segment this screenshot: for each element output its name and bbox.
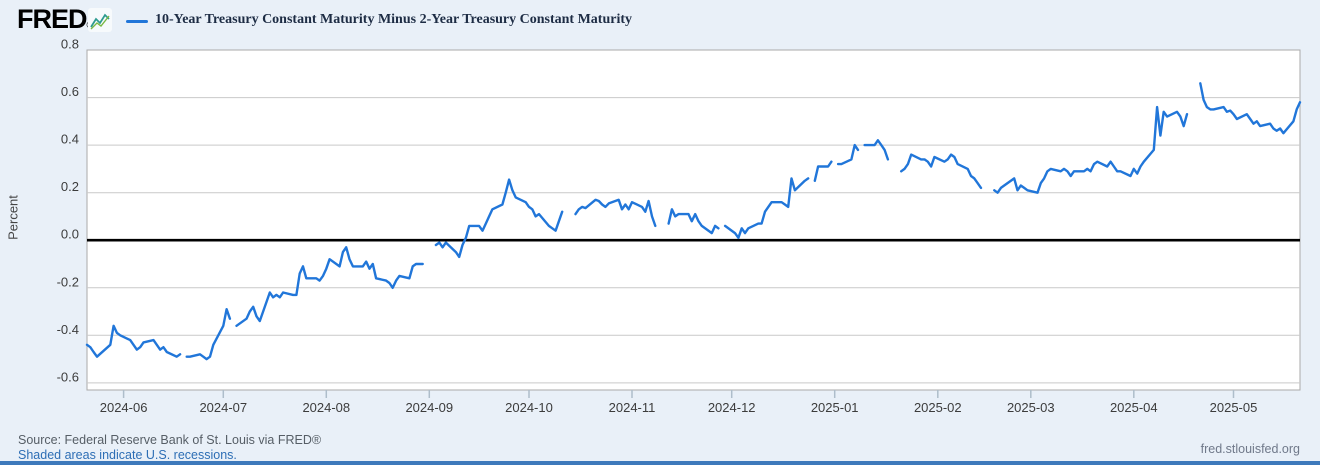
y-axis-labels: 0.8 0.6 0.4 0.2 0.0 -0.2 -0.4 -0.6 xyxy=(57,37,79,385)
fred-logo[interactable]: FRED® xyxy=(17,4,93,35)
svg-text:0.4: 0.4 xyxy=(61,132,79,147)
svg-text:2024-11: 2024-11 xyxy=(609,400,656,415)
fred-sparkline-icon xyxy=(88,8,112,32)
svg-text:2024-08: 2024-08 xyxy=(302,400,350,415)
y-gridlines xyxy=(87,97,1300,384)
svg-text:2025-03: 2025-03 xyxy=(1007,400,1055,415)
svg-text:0.8: 0.8 xyxy=(61,37,79,52)
svg-text:2025-02: 2025-02 xyxy=(914,400,962,415)
chart-header: FRED® 10-Year Treasury Constant Maturity… xyxy=(0,0,1320,40)
x-axis-ticks xyxy=(122,390,1235,398)
series-title: 10-Year Treasury Constant Maturity Minus… xyxy=(155,12,633,27)
svg-text:-0.4: -0.4 xyxy=(57,322,79,337)
svg-text:0.0: 0.0 xyxy=(61,227,79,242)
source-text: Source: Federal Reserve Bank of St. Loui… xyxy=(18,433,322,447)
fred-site-link[interactable]: fred.stlouisfed.org xyxy=(1200,442,1300,456)
svg-text:-0.6: -0.6 xyxy=(57,369,79,384)
svg-text:2024-09: 2024-09 xyxy=(405,400,453,415)
svg-text:2025-01: 2025-01 xyxy=(811,400,859,415)
svg-text:2025-05: 2025-05 xyxy=(1210,400,1258,415)
svg-text:2024-06: 2024-06 xyxy=(100,400,148,415)
svg-text:2024-12: 2024-12 xyxy=(708,400,756,415)
y-axis-title: Percent xyxy=(5,195,21,240)
svg-text:2025-04: 2025-04 xyxy=(1110,400,1158,415)
legend-line-swatch xyxy=(126,20,148,23)
svg-text:2024-10: 2024-10 xyxy=(505,400,553,415)
recessions-link[interactable]: Shaded areas indicate U.S. recessions. xyxy=(18,448,237,462)
svg-text:0.6: 0.6 xyxy=(61,84,79,99)
series-line xyxy=(85,82,1302,361)
svg-text:-0.2: -0.2 xyxy=(57,274,79,289)
svg-text:0.2: 0.2 xyxy=(61,179,79,194)
svg-text:2024-07: 2024-07 xyxy=(199,400,247,415)
bottom-accent-bar xyxy=(0,461,1320,465)
x-axis-labels: 2024-06 2024-07 2024-08 2024-09 2024-10 2024-… xyxy=(100,400,1258,415)
